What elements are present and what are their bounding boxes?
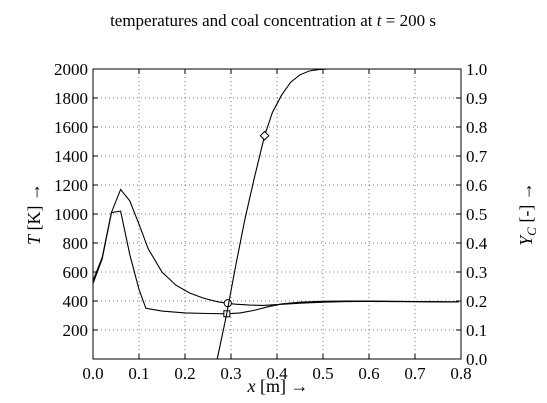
y-right-tick-label: 0.7 xyxy=(466,147,488,166)
series-line-2 xyxy=(92,210,459,315)
series-line-1 xyxy=(92,188,459,306)
y-right-tick-label: 0.3 xyxy=(466,263,487,282)
x-tick-label: 0.0 xyxy=(82,364,103,383)
y-left-tick-label: 1400 xyxy=(54,147,88,166)
y-left-tick-label: 1800 xyxy=(54,89,88,108)
diamond-marker xyxy=(259,130,270,141)
x-axis-label-rest: [m] → xyxy=(256,376,309,396)
y-left-tick-label: 400 xyxy=(63,292,89,311)
y-right-tick-label: 0.8 xyxy=(466,118,487,137)
y-right-tick-label: 0.2 xyxy=(466,292,487,311)
chart-title-var: t xyxy=(377,11,383,30)
y-right-tick-label: 1.0 xyxy=(466,60,487,79)
chart-title: temperatures and coal concentration at t… xyxy=(110,11,436,30)
y-right-tick-label: 0.9 xyxy=(466,89,487,108)
grid xyxy=(93,69,461,359)
y-axis-left-label-rest: [K] → xyxy=(24,183,44,235)
y-left-tick-label: 2000 xyxy=(54,60,88,79)
y-axis-right-label: YC [-] → xyxy=(516,182,539,246)
y-right-tick-label: 0.1 xyxy=(466,321,487,340)
x-tick-label: 0.5 xyxy=(312,364,333,383)
y-axis-right-label-rest: [-] → xyxy=(516,182,536,227)
x-tick-label: 0.4 xyxy=(266,364,288,383)
chart-title-prefix: temperatures and coal concentration at xyxy=(110,11,377,30)
y-left-tick-label: 1000 xyxy=(54,205,88,224)
y-left-tick-label: 200 xyxy=(63,321,89,340)
y-left-tick-label: 800 xyxy=(63,234,89,253)
y-left-tick-label: 1200 xyxy=(54,176,88,195)
y-right-tick-label: 0.5 xyxy=(466,205,487,224)
x-tick-label: 0.1 xyxy=(128,364,149,383)
y-left-tick-label: 600 xyxy=(63,263,89,282)
x-tick-label: 0.8 xyxy=(450,364,471,383)
y-right-tick-label: 0.6 xyxy=(466,176,487,195)
x-tick-label: 0.6 xyxy=(358,364,379,383)
y-left-tick-label: 1600 xyxy=(54,118,88,137)
chart-title-suffix: = 200 s xyxy=(381,11,435,30)
x-tick-label: 0.2 xyxy=(174,364,195,383)
y-axis-right-label-var: Y xyxy=(516,234,536,246)
y-right-tick-label: 0.4 xyxy=(466,234,488,253)
x-axis-label: x [m] → xyxy=(247,376,309,396)
y-axis-left-label-var: T xyxy=(24,233,44,245)
x-axis-label-var: x xyxy=(247,376,256,396)
y-right-tick-label: 0.0 xyxy=(466,350,487,369)
y-axis-right-label-sub: C xyxy=(524,227,539,236)
x-tick-label: 0.7 xyxy=(404,364,426,383)
series-layer xyxy=(92,68,459,360)
ticks: 0.0 0.1 0.2 0.3 0.4 0.5 0.6 0.7 0.8 200 400 600 800 1… xyxy=(54,60,488,383)
y-axis-left-label: T [K] → xyxy=(24,183,44,245)
x-tick-label: 0.3 xyxy=(220,364,241,383)
